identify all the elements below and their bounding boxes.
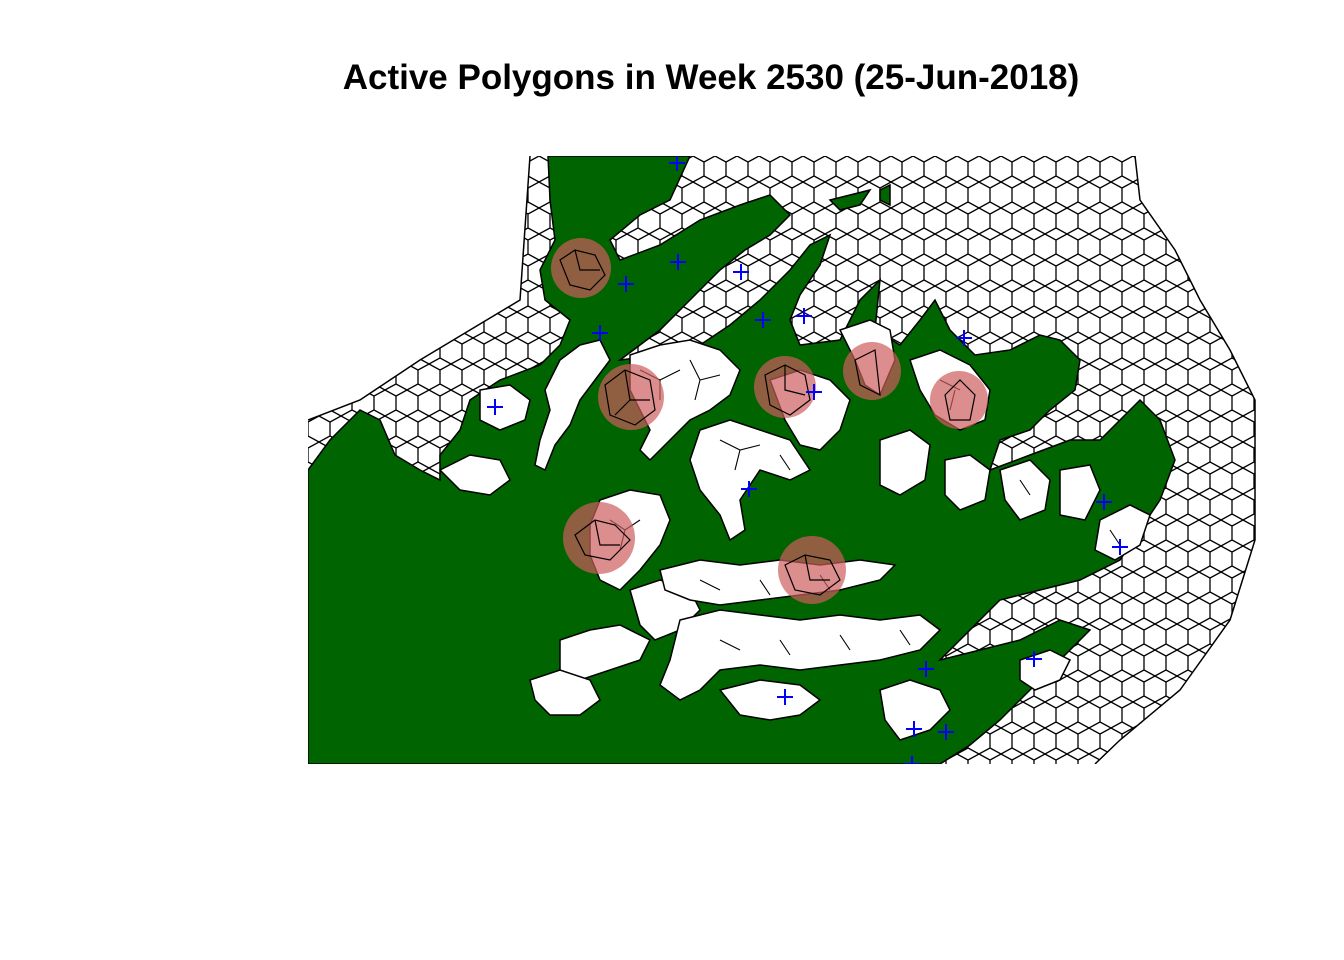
active-circle xyxy=(930,371,988,429)
cross-marker xyxy=(938,724,954,740)
cross-marker xyxy=(487,399,503,415)
cross-marker xyxy=(669,156,685,171)
cross-marker xyxy=(755,312,771,328)
cross-markers xyxy=(487,156,1128,764)
cross-marker xyxy=(1096,494,1112,510)
active-polygon-outlines xyxy=(559,249,976,596)
cross-marker xyxy=(670,254,686,270)
cross-marker xyxy=(904,756,920,764)
active-circle xyxy=(598,364,664,430)
active-circle xyxy=(778,536,846,604)
cross-marker xyxy=(1026,651,1042,667)
cross-marker xyxy=(796,308,812,324)
cross-marker xyxy=(777,689,793,705)
cross-marker xyxy=(806,384,822,400)
cross-marker xyxy=(906,721,922,737)
cross-marker xyxy=(592,325,608,341)
cross-marker xyxy=(733,264,749,280)
cross-marker xyxy=(741,481,757,497)
active-circle xyxy=(551,238,611,298)
plot-title: Active Polygons in Week 2530 (25-Jun-201… xyxy=(342,58,1080,97)
cross-marker xyxy=(918,661,934,677)
active-circle xyxy=(843,342,901,400)
cross-marker xyxy=(956,330,972,346)
cross-marker xyxy=(1112,539,1128,555)
cross-marker xyxy=(618,276,634,292)
